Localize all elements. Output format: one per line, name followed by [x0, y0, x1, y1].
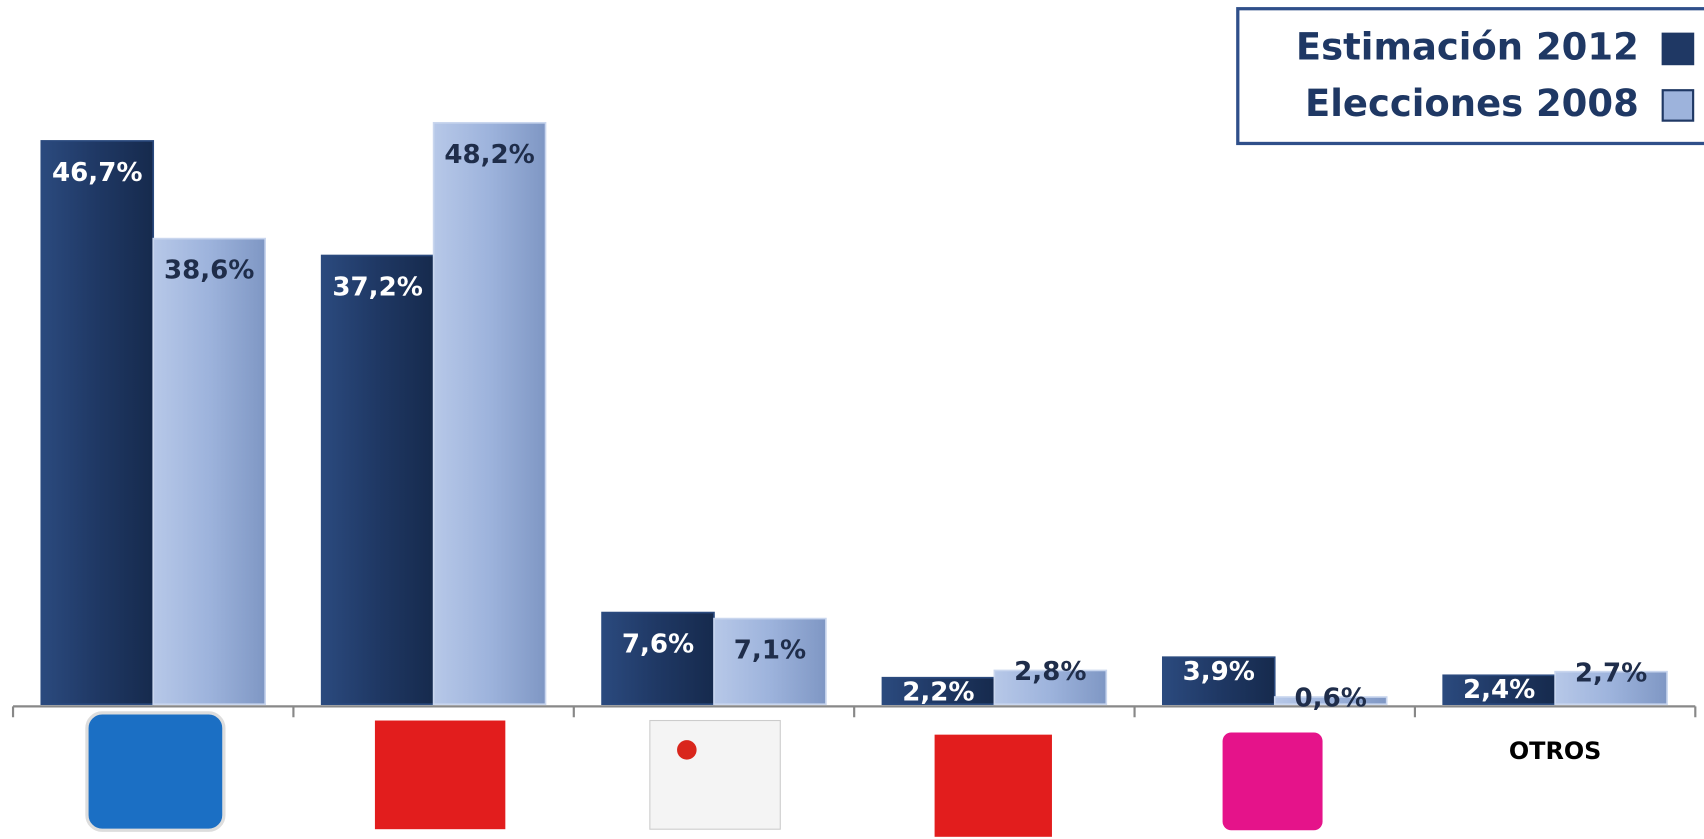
logo-iu-dot	[677, 740, 697, 760]
value-label: 46,7%	[52, 158, 142, 188]
bar	[152, 237, 266, 706]
value-label: 0,6%	[1295, 684, 1367, 714]
legend-label: Elecciones 2008	[1305, 82, 1639, 125]
value-label: 38,6%	[164, 256, 254, 286]
value-label: 7,1%	[734, 636, 806, 666]
logo-upd	[1222, 732, 1323, 831]
bar	[881, 676, 996, 706]
value-label: 3,9%	[1183, 657, 1255, 687]
logo-psoe	[374, 720, 506, 830]
value-label: 2,4%	[1463, 675, 1535, 705]
bar	[1554, 670, 1668, 706]
value-label: 2,7%	[1575, 658, 1647, 688]
bar	[1161, 656, 1276, 706]
bar	[432, 121, 547, 706]
bar	[713, 617, 827, 706]
value-label: 2,2%	[902, 677, 974, 707]
legend-box	[1236, 7, 1704, 146]
legend-swatch	[1661, 89, 1695, 122]
legend-label: Estimación 2012	[1296, 25, 1639, 68]
logo-iu	[649, 719, 781, 830]
bar	[40, 140, 155, 706]
value-label: 37,2%	[332, 273, 422, 303]
value-label: 7,6%	[622, 630, 694, 660]
bar	[1273, 696, 1388, 706]
logo-pp	[85, 711, 226, 832]
legend-swatch	[1661, 32, 1695, 66]
value-label: 2,8%	[1014, 657, 1086, 687]
value-label: 48,2%	[444, 140, 534, 170]
logo-pa	[934, 734, 1052, 837]
bar	[993, 669, 1108, 706]
x-tick-label: OTROS	[1509, 737, 1602, 765]
bar	[601, 611, 715, 706]
bar	[320, 254, 435, 706]
